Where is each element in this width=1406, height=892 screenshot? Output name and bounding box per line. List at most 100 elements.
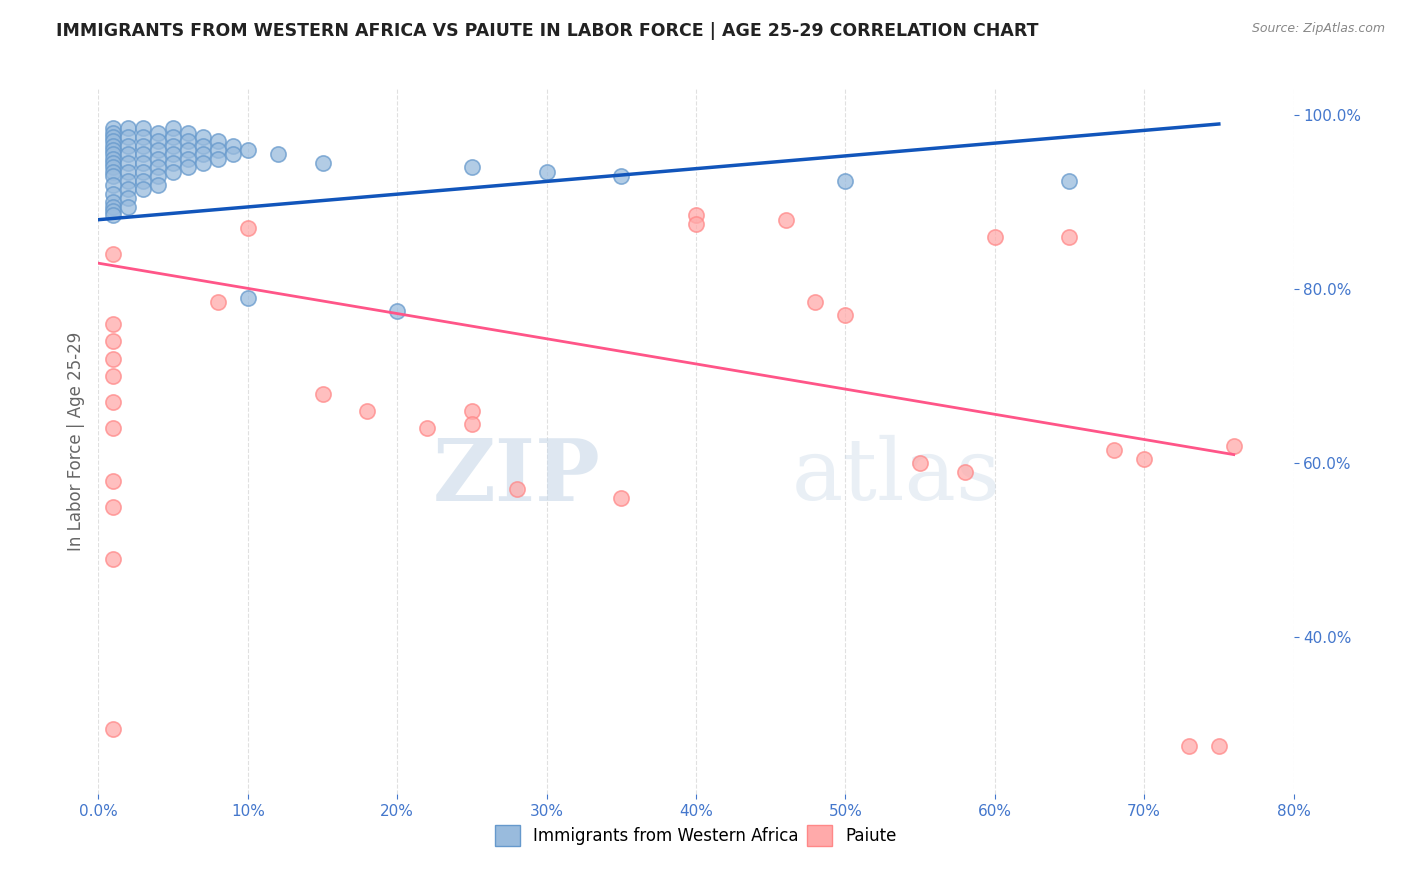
- Point: [236, 143, 259, 157]
- Point: [132, 138, 155, 153]
- Point: [148, 126, 170, 140]
- Point: [117, 121, 139, 136]
- Point: [1178, 739, 1201, 753]
- Point: [103, 247, 125, 261]
- Point: [834, 309, 856, 323]
- Text: atlas: atlas: [792, 435, 1001, 518]
- Point: [461, 161, 484, 175]
- Point: [117, 147, 139, 161]
- Point: [103, 208, 125, 222]
- Point: [416, 421, 439, 435]
- Point: [804, 295, 827, 310]
- Point: [461, 404, 484, 418]
- Point: [177, 135, 200, 149]
- Point: [132, 182, 155, 196]
- Point: [207, 143, 229, 157]
- Point: [236, 221, 259, 235]
- Point: [222, 138, 245, 153]
- Point: [103, 474, 125, 488]
- Point: [148, 161, 170, 175]
- Point: [117, 165, 139, 179]
- Point: [148, 143, 170, 157]
- Point: [506, 483, 529, 497]
- Point: [162, 156, 184, 170]
- Point: [103, 334, 125, 349]
- Point: [1208, 739, 1230, 753]
- Point: [148, 178, 170, 192]
- Point: [117, 138, 139, 153]
- Point: [103, 143, 125, 157]
- Point: [103, 178, 125, 192]
- Point: [177, 161, 200, 175]
- Point: [1104, 443, 1126, 458]
- Point: [984, 230, 1007, 244]
- Point: [1133, 452, 1156, 467]
- Point: [162, 130, 184, 145]
- Point: [1059, 173, 1081, 187]
- Point: [132, 130, 155, 145]
- Point: [103, 722, 125, 736]
- Point: [103, 369, 125, 384]
- Point: [267, 147, 290, 161]
- Point: [685, 217, 707, 231]
- Point: [356, 404, 378, 418]
- Point: [162, 121, 184, 136]
- Point: [191, 138, 214, 153]
- Point: [191, 147, 214, 161]
- Point: [148, 169, 170, 184]
- Point: [191, 130, 214, 145]
- Point: [385, 304, 409, 318]
- Point: [103, 138, 125, 153]
- Point: [132, 156, 155, 170]
- Point: [103, 135, 125, 149]
- Point: [103, 317, 125, 331]
- Point: [103, 165, 125, 179]
- Point: [177, 143, 200, 157]
- Point: [132, 173, 155, 187]
- Point: [834, 173, 856, 187]
- Point: [148, 152, 170, 166]
- Point: [132, 121, 155, 136]
- Point: [117, 173, 139, 187]
- Point: [775, 212, 797, 227]
- Point: [191, 156, 214, 170]
- Point: [222, 147, 245, 161]
- Point: [177, 126, 200, 140]
- Point: [953, 465, 976, 479]
- Point: [117, 191, 139, 205]
- Point: [908, 456, 931, 470]
- Point: [103, 552, 125, 566]
- Point: [207, 135, 229, 149]
- Text: IMMIGRANTS FROM WESTERN AFRICA VS PAIUTE IN LABOR FORCE | AGE 25-29 CORRELATION : IMMIGRANTS FROM WESTERN AFRICA VS PAIUTE…: [56, 22, 1039, 40]
- Point: [103, 195, 125, 210]
- Text: ZIP: ZIP: [433, 434, 600, 519]
- Point: [177, 152, 200, 166]
- Point: [117, 130, 139, 145]
- Text: Source: ZipAtlas.com: Source: ZipAtlas.com: [1251, 22, 1385, 36]
- Point: [311, 156, 333, 170]
- Point: [162, 138, 184, 153]
- Point: [103, 152, 125, 166]
- Point: [117, 156, 139, 170]
- Point: [311, 386, 333, 401]
- Point: [207, 295, 229, 310]
- Point: [103, 130, 125, 145]
- Point: [103, 126, 125, 140]
- Point: [162, 165, 184, 179]
- Point: [207, 152, 229, 166]
- Point: [148, 135, 170, 149]
- Legend: Immigrants from Western Africa, Paiute: Immigrants from Western Africa, Paiute: [488, 819, 904, 853]
- Point: [610, 491, 633, 505]
- Y-axis label: In Labor Force | Age 25-29: In Labor Force | Age 25-29: [66, 332, 84, 551]
- Point: [117, 200, 139, 214]
- Point: [1223, 439, 1246, 453]
- Point: [103, 161, 125, 175]
- Point: [103, 169, 125, 184]
- Point: [103, 204, 125, 219]
- Point: [103, 186, 125, 201]
- Point: [103, 500, 125, 514]
- Point: [132, 147, 155, 161]
- Point: [103, 147, 125, 161]
- Point: [236, 291, 259, 305]
- Point: [103, 351, 125, 366]
